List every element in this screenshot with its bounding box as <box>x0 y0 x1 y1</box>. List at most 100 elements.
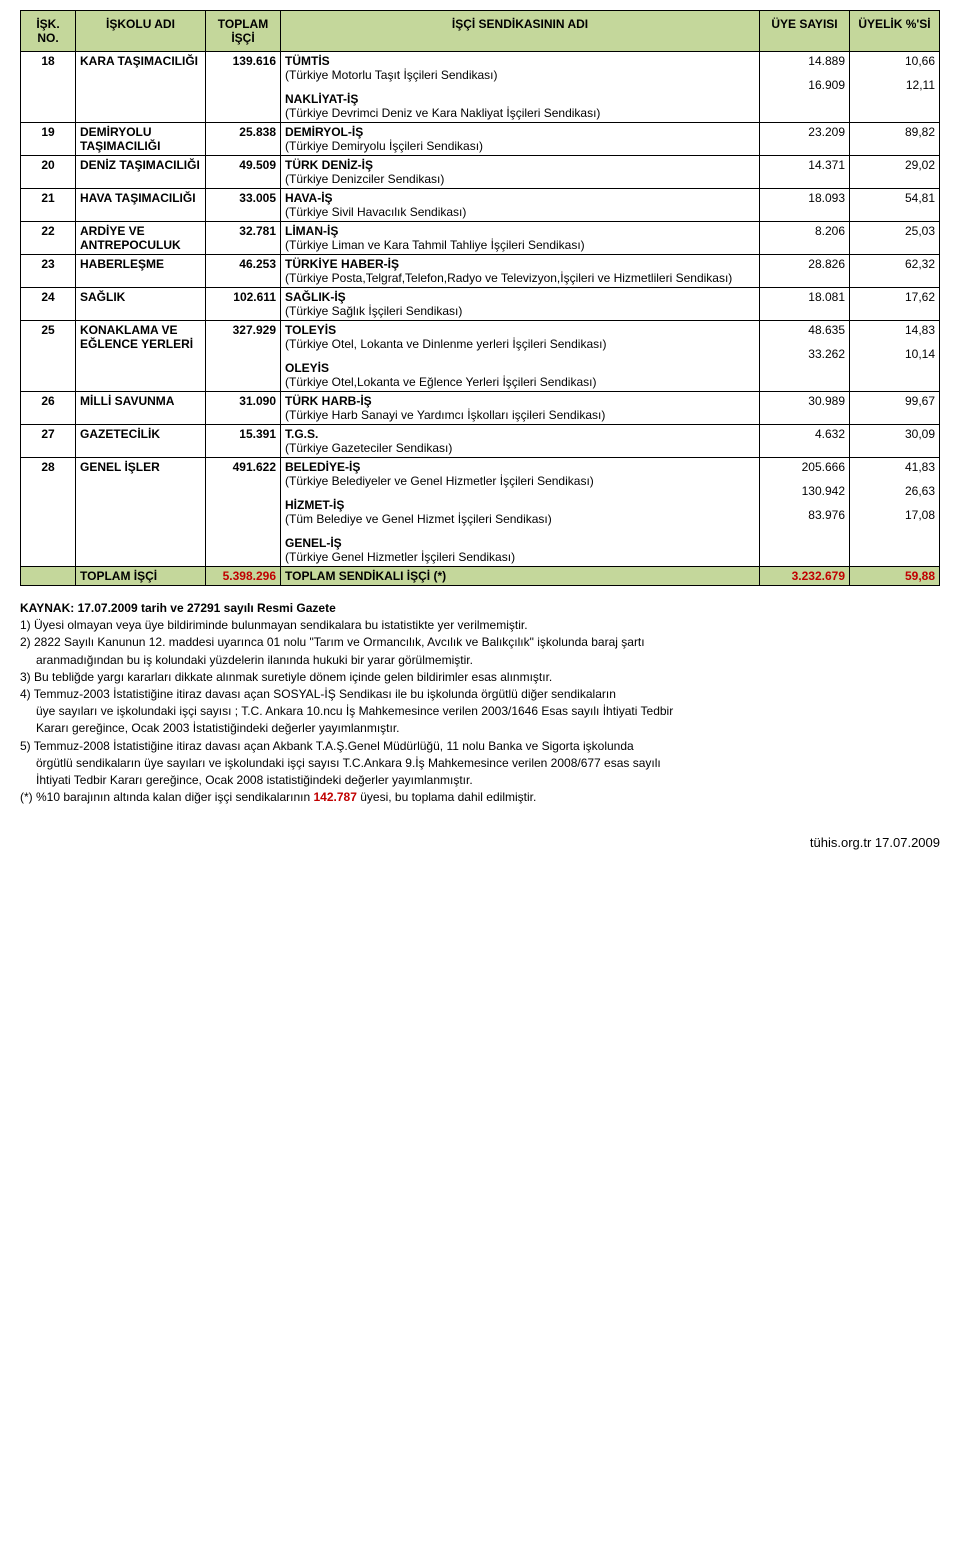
total-row: TOPLAM İŞÇİ 5.398.296 TOPLAM SENDİKALI İ… <box>21 567 940 586</box>
union-pct: 62,32 <box>854 257 935 271</box>
header-pct: ÜYELİK %'Sİ <box>850 11 940 52</box>
row-branch: KONAKLAMA VE EĞLENCE YERLERİ <box>76 321 206 392</box>
footnote-2b: aranmadığından bu iş kolundaki yüzdeleri… <box>20 652 940 668</box>
union-desc: (Türkiye Devrimci Deniz ve Kara Nakliyat… <box>285 106 755 120</box>
union-members: 14.371 <box>764 158 845 172</box>
page-footer: tühis.org.tr 17.07.2009 <box>20 835 940 850</box>
union-members: 18.081 <box>764 290 845 304</box>
footnote-source: KAYNAK: 17.07.2009 tarih ve 27291 sayılı… <box>20 600 940 616</box>
union-members: 18.093 <box>764 191 845 205</box>
row-members-cell: 28.826 <box>760 255 850 288</box>
row-branch: GAZETECİLİK <box>76 425 206 458</box>
total-pct: 59,88 <box>850 567 940 586</box>
row-no: 20 <box>21 156 76 189</box>
row-total: 32.781 <box>206 222 281 255</box>
row-pct-cell: 99,67 <box>850 392 940 425</box>
row-branch: MİLLİ SAVUNMA <box>76 392 206 425</box>
footnote-5a: 5) Temmuz-2008 İstatistiğine itiraz dava… <box>20 738 940 754</box>
union-desc: (Türkiye Otel, Lokanta ve Dinlenme yerle… <box>285 337 755 351</box>
union-pct: 10,14 <box>854 347 935 361</box>
row-no: 25 <box>21 321 76 392</box>
row-members-cell: 23.209 <box>760 123 850 156</box>
row-members-cell: 18.093 <box>760 189 850 222</box>
union-members: 23.209 <box>764 125 845 139</box>
union-desc: (Türkiye Sağlık İşçileri Sendikası) <box>285 304 755 318</box>
union-pct: 30,09 <box>854 427 935 441</box>
union-pct: 25,03 <box>854 224 935 238</box>
union-pct: 12,11 <box>854 78 935 92</box>
row-pct-cell: 54,81 <box>850 189 940 222</box>
union-members: 4.632 <box>764 427 845 441</box>
footnote-5b: örgütlü sendikaların üye sayıları ve işk… <box>20 755 940 771</box>
row-union-cell: TOLEYİS(Türkiye Otel, Lokanta ve Dinlenm… <box>281 321 760 392</box>
union-name: OLEYİS <box>285 361 755 375</box>
union-desc: (Türkiye Motorlu Taşıt İşçileri Sendikas… <box>285 68 755 82</box>
row-no: 22 <box>21 222 76 255</box>
row-union-cell: T.G.S.(Türkiye Gazeteciler Sendikası) <box>281 425 760 458</box>
row-members-cell: 14.889 16.909 <box>760 52 850 123</box>
footnote-1: 1) Üyesi olmayan veya üye bildiriminde b… <box>20 617 940 633</box>
union-name: TÜRK DENİZ-İŞ <box>285 158 755 172</box>
table-row: 23HABERLEŞME46.253TÜRKİYE HABER-İŞ(Türki… <box>21 255 940 288</box>
row-no: 19 <box>21 123 76 156</box>
table-row: 28GENEL İŞLER491.622BELEDİYE-İŞ(Türkiye … <box>21 458 940 567</box>
row-branch: HABERLEŞME <box>76 255 206 288</box>
row-total: 46.253 <box>206 255 281 288</box>
row-pct-cell: 41,83 26,63 17,08 <box>850 458 940 567</box>
row-pct-cell: 29,02 <box>850 156 940 189</box>
row-no: 28 <box>21 458 76 567</box>
union-desc: (Türkiye Belediyeler ve Genel Hizmetler … <box>285 474 755 488</box>
union-members: 130.942 <box>764 484 845 498</box>
footnote-star-b: üyesi, bu toplama dahil edilmiştir. <box>357 790 536 804</box>
union-name: DEMİRYOL-İŞ <box>285 125 755 139</box>
union-desc: (Türkiye Demiryolu İşçileri Sendikası) <box>285 139 755 153</box>
table-row: 27GAZETECİLİK15.391T.G.S.(Türkiye Gazete… <box>21 425 940 458</box>
footnote-4b: üye sayıları ve işkolundaki işçi sayısı … <box>20 703 940 719</box>
footnote-3: 3) Bu tebliğde yargı kararları dikkate a… <box>20 669 940 685</box>
row-pct-cell: 17,62 <box>850 288 940 321</box>
union-pct: 41,83 <box>854 460 935 474</box>
union-name: T.G.S. <box>285 427 755 441</box>
union-desc: (Türkiye Liman ve Kara Tahmil Tahliye İş… <box>285 238 755 252</box>
union-pct: 10,66 <box>854 54 935 68</box>
row-members-cell: 4.632 <box>760 425 850 458</box>
header-total: TOPLAM İŞÇİ <box>206 11 281 52</box>
row-pct-cell: 10,66 12,11 <box>850 52 940 123</box>
union-desc: (Türkiye Denizciler Sendikası) <box>285 172 755 186</box>
table-row: 25KONAKLAMA VE EĞLENCE YERLERİ327.929TOL… <box>21 321 940 392</box>
row-branch: GENEL İŞLER <box>76 458 206 567</box>
row-union-cell: SAĞLIK-İŞ(Türkiye Sağlık İşçileri Sendik… <box>281 288 760 321</box>
union-pct: 17,08 <box>854 508 935 522</box>
total-union-label: TOPLAM SENDİKALI İŞÇİ (*) <box>281 567 760 586</box>
row-branch: DEMİRYOLU TAŞIMACILIĞI <box>76 123 206 156</box>
union-members: 83.976 <box>764 508 845 522</box>
row-total: 25.838 <box>206 123 281 156</box>
row-total: 31.090 <box>206 392 281 425</box>
row-no: 21 <box>21 189 76 222</box>
union-desc: (Tüm Belediye ve Genel Hizmet İşçileri S… <box>285 512 755 526</box>
row-total: 139.616 <box>206 52 281 123</box>
union-name: TÜMTİS <box>285 54 755 68</box>
footnote-5c: İhtiyati Tedbir Kararı gereğince, Ocak 2… <box>20 772 940 788</box>
table-row: 18KARA TAŞIMACILIĞI139.616TÜMTİS(Türkiye… <box>21 52 940 123</box>
union-members: 8.206 <box>764 224 845 238</box>
union-pct: 54,81 <box>854 191 935 205</box>
row-branch: ARDİYE VE ANTREPOCULUK <box>76 222 206 255</box>
union-pct: 29,02 <box>854 158 935 172</box>
footnote-4a: 4) Temmuz-2003 İstatistiğine itiraz dava… <box>20 686 940 702</box>
row-members-cell: 8.206 <box>760 222 850 255</box>
total-no-blank <box>21 567 76 586</box>
row-union-cell: TÜRK HARB-İŞ(Türkiye Harb Sanayi ve Yard… <box>281 392 760 425</box>
union-members: 16.909 <box>764 78 845 92</box>
union-name: HİZMET-İŞ <box>285 498 755 512</box>
union-desc: (Türkiye Gazeteciler Sendikası) <box>285 441 755 455</box>
row-pct-cell: 14,83 10,14 <box>850 321 940 392</box>
union-stats-table: İŞK. NO. İŞKOLU ADI TOPLAM İŞÇİ İŞÇİ SEN… <box>20 10 940 586</box>
union-name: TÜRKİYE HABER-İŞ <box>285 257 755 271</box>
row-union-cell: BELEDİYE-İŞ(Türkiye Belediyeler ve Genel… <box>281 458 760 567</box>
union-members: 28.826 <box>764 257 845 271</box>
total-members: 3.232.679 <box>760 567 850 586</box>
union-pct: 99,67 <box>854 394 935 408</box>
union-pct: 17,62 <box>854 290 935 304</box>
union-desc: (Türkiye Harb Sanayi ve Yardımcı İşkolla… <box>285 408 755 422</box>
